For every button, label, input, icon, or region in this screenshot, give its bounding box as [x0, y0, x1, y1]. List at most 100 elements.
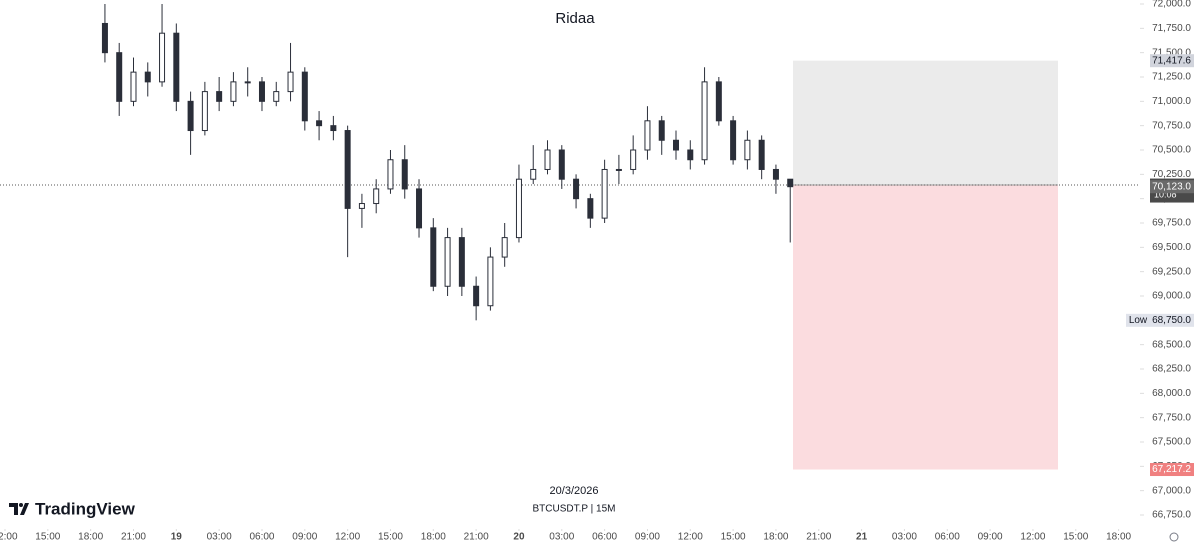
candle-body: [473, 285, 480, 307]
candle-body: [287, 71, 294, 93]
x-tick-label: 18:00: [78, 532, 103, 543]
x-tick-label: 09:00: [292, 532, 317, 543]
x-tick-label: 21: [856, 532, 868, 543]
candle-body: [558, 149, 565, 180]
candle-body: [601, 168, 608, 219]
brand-name: TradingView: [35, 499, 136, 518]
x-tick-label: 18:00: [763, 532, 788, 543]
candle-body: [530, 168, 537, 180]
candle-body: [630, 149, 637, 170]
x-tick-label: 12:00: [0, 532, 18, 543]
candle-body: [273, 91, 280, 102]
chart-title: Ridaa: [555, 10, 595, 27]
x-tick-label: 12:00: [335, 532, 360, 543]
y-tick-label: 68,500.0: [1152, 339, 1191, 350]
y-tick-label: 71,750.0: [1152, 23, 1191, 34]
candle-body: [787, 178, 794, 188]
x-tick-label: 18:00: [421, 532, 446, 543]
y-tick-label: 70,750.0: [1152, 120, 1191, 131]
y-tick-label: 68,000.0: [1152, 388, 1191, 399]
stop-zone: [793, 185, 1058, 470]
y-tick-label: 71,500.0: [1152, 47, 1191, 58]
candle-body: [101, 22, 108, 54]
target-price-tag: 71,417.6: [1152, 55, 1191, 66]
candle-body: [187, 100, 194, 132]
x-tick-label: 06:00: [249, 532, 274, 543]
candle-body: [416, 188, 423, 229]
y-tick-label: 70,250.0: [1152, 169, 1191, 180]
y-tick-label: 71,000.0: [1152, 96, 1191, 107]
candle-body: [387, 159, 394, 190]
candle-body: [244, 81, 251, 84]
low-text-bg: [1126, 313, 1150, 327]
y-tick-label: 69,250.0: [1152, 266, 1191, 277]
y-tick-label: 69,000.0: [1152, 291, 1191, 302]
candle-body: [615, 168, 622, 171]
close-price-tag-bg: [1150, 180, 1194, 194]
x-tick-label: 20: [513, 532, 525, 543]
y-tick-label: 67,500.0: [1152, 437, 1191, 448]
stop-price-tag-bg: [1150, 463, 1194, 477]
candle-body: [444, 237, 451, 287]
candle-body: [430, 227, 437, 287]
x-tick-label: 19: [171, 532, 183, 543]
x-tick-label: 21:00: [806, 532, 831, 543]
candle-body: [373, 188, 380, 205]
x-tick-label: 15:00: [35, 532, 60, 543]
y-tick-label: 71,250.0: [1152, 72, 1191, 83]
x-tick-label: 15:00: [1063, 532, 1088, 543]
plot-area: [0, 4, 1140, 470]
low-text: Low: [1129, 315, 1148, 326]
candle-body: [116, 52, 123, 102]
x-tick-label: 18:00: [1106, 532, 1131, 543]
x-tick-label: 03:00: [549, 532, 574, 543]
y-tick-label: 72,000.0: [1152, 0, 1191, 10]
x-tick-label: 06:00: [935, 532, 960, 543]
candle-body: [701, 81, 708, 161]
candle-body: [501, 237, 508, 258]
candle-body: [201, 91, 208, 132]
candle-body: [487, 256, 494, 307]
candle-body: [573, 178, 580, 200]
x-tick-label: 15:00: [378, 532, 403, 543]
y-tick-label: 68,250.0: [1152, 364, 1191, 375]
candle-body: [544, 149, 551, 170]
settings-icon[interactable]: [1169, 532, 1179, 542]
brand-icon: [9, 503, 29, 515]
candle-body: [658, 120, 665, 141]
candle-body: [316, 120, 323, 127]
close-price-tag: 70,123.0: [1152, 181, 1191, 192]
y-tick-label: 67,000.0: [1152, 485, 1191, 496]
candle-body: [715, 81, 722, 122]
candle-body: [515, 178, 522, 239]
stop-price-tag: 67,217.2: [1152, 464, 1191, 475]
x-tick-label: 21:00: [121, 532, 146, 543]
x-tick-label: 12:00: [678, 532, 703, 543]
date-label: 20/3/2026: [550, 485, 599, 497]
x-tick-label: 03:00: [207, 532, 232, 543]
candle-body: [744, 139, 751, 161]
low-price-tag: 68,750.0: [1152, 315, 1191, 326]
candle-body: [230, 81, 237, 102]
y-tick-label: 69,750.0: [1152, 218, 1191, 229]
candle-body: [159, 32, 166, 83]
candle-body: [173, 32, 180, 102]
candle-body: [687, 149, 694, 161]
target-price-tag-bg: [1150, 54, 1194, 68]
x-tick-label: 06:00: [592, 532, 617, 543]
x-tick-label: 03:00: [892, 532, 917, 543]
candle-body: [458, 237, 465, 287]
candle-body: [130, 71, 137, 102]
brand-dot: [19, 503, 23, 507]
candle-body: [258, 81, 265, 102]
candle-body: [673, 139, 680, 151]
candle-body: [772, 168, 779, 180]
x-tick-label: 15:00: [721, 532, 746, 543]
x-tick-label: 12:00: [1020, 532, 1045, 543]
candle-body: [344, 130, 351, 209]
countdown: 10:08: [1154, 189, 1177, 199]
candle-body: [358, 203, 365, 209]
y-tick-label: 67,750.0: [1152, 412, 1191, 423]
y-tick-label: 69,500.0: [1152, 242, 1191, 253]
